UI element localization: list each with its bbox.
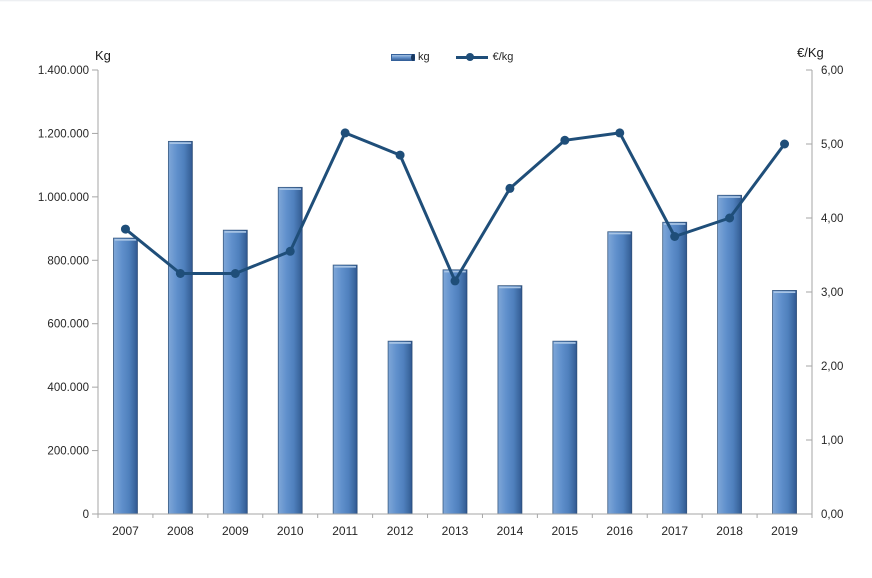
right-axis-tick-label: 3,00 [821,287,843,299]
price-marker-2018 [725,213,735,223]
bar-2018 [717,194,743,515]
bar-series-swatch-icon [391,54,415,61]
price-marker-2014 [505,183,515,193]
bar-2017 [662,221,688,515]
bar-2010 [277,186,303,515]
year-label-2011: 2011 [332,524,358,538]
price-marker-2017 [670,232,680,241]
bar-top-bevel [114,238,137,241]
legend-label-kg: kg [418,51,430,63]
bar-2013 [442,269,468,515]
bar-top-bevel [608,232,631,235]
right-axis-tick-label: 6,00 [821,65,843,77]
bar-2019 [772,290,797,515]
price-marker-2008 [175,269,185,278]
bar-top-bevel [718,196,741,198]
bar-top-bevel [389,342,411,344]
year-label-2015: 2015 [551,524,578,538]
left-axis-tick-label: 1.400.000 [38,65,89,77]
left-axis-tick-label: 600.000 [47,319,89,331]
bar-2015 [552,340,578,515]
bar-2008 [167,140,193,515]
price-marker-2012 [395,150,405,160]
bar-2014 [497,285,523,515]
price-marker-2007 [120,224,130,234]
year-label-2016: 2016 [606,524,633,538]
bar-top-bevel [663,223,686,225]
right-axis-tick-label: 4,00 [821,213,843,225]
price-marker-2010 [285,246,295,256]
price-marker-2009 [230,269,240,278]
year-label-2017: 2017 [661,524,688,538]
bar-2016 [607,231,633,515]
line-series-swatch-icon [455,53,488,61]
price-marker-2011 [340,128,350,138]
year-label-2007: 2007 [112,524,139,538]
year-label-2018: 2018 [716,524,743,538]
legend: kg €/kg [391,52,513,63]
year-label-2014: 2014 [497,524,524,538]
bar-top-bevel [279,188,302,190]
bar-top-bevel [554,342,576,344]
bar-top-bevel [224,231,247,233]
right-axis-tick-label: 5,00 [821,139,843,151]
year-label-2009: 2009 [222,524,249,538]
year-label-2012: 2012 [387,524,414,538]
right-axis-tick-label: 1,00 [821,435,843,447]
left-axis-tick-label: 1.000.000 [38,192,89,204]
left-axis-tick-label: 200.000 [47,446,89,458]
bar-top-bevel [444,270,466,273]
bar-top-bevel [169,142,192,144]
bar-2012 [387,340,413,515]
price-marker-2016 [615,128,625,138]
price-marker-2013 [450,276,460,286]
legend-label-price: €/kg [492,51,514,63]
legend-item-price: €/kg [455,51,514,63]
left-axis-tick-label: 0 [83,509,89,521]
left-axis-title: Kg [95,48,111,63]
price-marker-2019 [780,139,790,149]
right-axis-title: €/Kg [797,45,824,60]
bar-top-bevel [773,291,796,294]
price-marker-2015 [560,135,570,145]
left-axis-tick-label: 400.000 [47,382,89,394]
bar-top-bevel [334,265,356,268]
right-axis-tick-label: 0,00 [821,509,843,521]
legend-item-kg: kg [391,52,430,63]
left-axis-tick-label: 1.200.000 [38,128,89,140]
year-label-2010: 2010 [277,524,304,538]
bar-top-bevel [499,286,521,289]
bar-2011 [332,264,358,515]
year-label-2019: 2019 [771,524,798,538]
year-label-2008: 2008 [167,524,194,538]
left-axis-tick-label: 800.000 [47,255,89,267]
bar-2007 [113,237,138,515]
year-label-2013: 2013 [442,524,469,538]
right-axis-tick-label: 2,00 [821,361,843,373]
